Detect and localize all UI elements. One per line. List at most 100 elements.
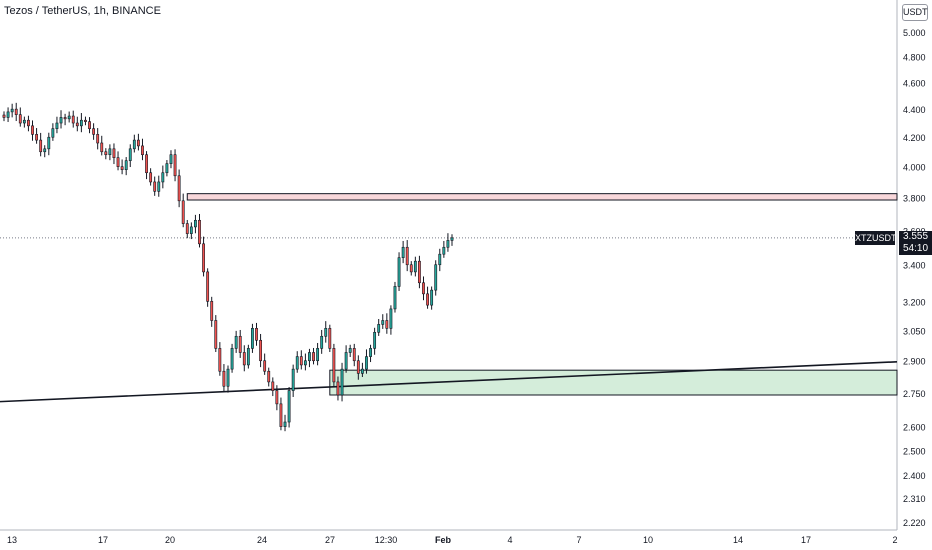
candle [360,368,364,374]
y-tick-label: 3.200 [903,297,926,307]
candle [132,139,136,150]
candle [136,139,140,147]
candle [373,331,377,349]
candle [242,352,246,366]
candle [141,145,144,156]
x-tick-label: 20 [165,535,175,545]
candle [413,260,417,273]
candle [283,421,287,427]
candle [120,166,124,170]
candle [173,154,177,177]
candle [153,181,157,192]
candle [108,148,112,156]
candle [47,136,51,150]
candle [442,246,446,255]
candle [246,348,250,366]
candle [328,328,332,349]
candle [6,111,10,118]
candle [157,181,161,192]
candle [222,370,226,387]
candle [161,172,165,183]
candle [409,264,413,273]
candle [198,219,201,245]
candle [438,253,442,266]
candle [22,119,26,124]
candle [255,328,258,341]
y-tick-label: 2.600 [903,423,926,433]
candle [299,356,303,366]
y-tick-label: 2.750 [903,389,926,399]
candle [96,134,100,144]
candle [259,339,262,362]
candle [210,301,214,321]
x-tick-label: 27 [325,535,335,545]
candle [14,108,18,115]
candle [446,240,450,248]
y-tick-label: 4.400 [903,105,926,115]
candle [84,119,87,122]
y-tick-label: 4.000 [903,163,926,173]
y-tick-label: 2.500 [903,446,926,456]
x-tick-label: 17 [801,535,811,545]
y-tick-label: 4.800 [903,53,926,63]
candle [405,246,409,266]
y-tick-label: 2.900 [903,357,926,367]
candle [67,115,71,120]
y-tick-label: 5.000 [903,28,926,38]
candle [189,226,193,234]
candle [344,352,348,370]
candle [348,348,352,353]
bar-countdown: 54:10 [902,243,929,254]
candle [271,381,275,391]
candle [63,117,67,120]
candle [226,368,230,387]
x-tick-label: 7 [576,535,581,545]
candle [316,348,320,362]
candle [356,360,360,374]
candle [369,348,372,357]
x-tick-label: 4 [507,535,512,545]
candle [214,320,218,349]
candle [389,308,393,329]
y-tick-label: 2.220 [903,518,926,528]
candle [238,335,242,353]
x-tick-label: 12:30 [375,535,398,545]
candle [92,128,96,135]
candle [181,200,185,224]
candle [303,360,307,366]
candle [234,335,238,349]
candle [308,352,311,362]
candle [295,356,299,370]
candle [194,219,197,228]
candle [450,237,454,241]
candle [377,324,381,333]
candle [385,320,389,329]
candle [169,154,173,164]
candle [35,134,38,141]
candle [401,246,405,258]
y-tick-label: 3.400 [903,261,926,271]
candle [104,151,108,156]
candle [336,381,340,396]
last-price-value: 3.555 [902,231,929,242]
candle [31,125,34,135]
candle [27,119,30,127]
candle [149,172,153,183]
candle [230,348,234,370]
currency-badge[interactable]: USDT [902,4,928,21]
candle [75,122,79,127]
candle [71,115,75,124]
candle [177,175,181,202]
candle [381,320,385,325]
candle [291,368,295,391]
x-tick-label: 10 [643,535,653,545]
x-tick-label: Feb [435,535,452,545]
candle [10,108,14,113]
candle [59,117,63,124]
candle [206,271,210,302]
candle [312,352,315,362]
candle [39,139,43,153]
candle [218,348,222,372]
